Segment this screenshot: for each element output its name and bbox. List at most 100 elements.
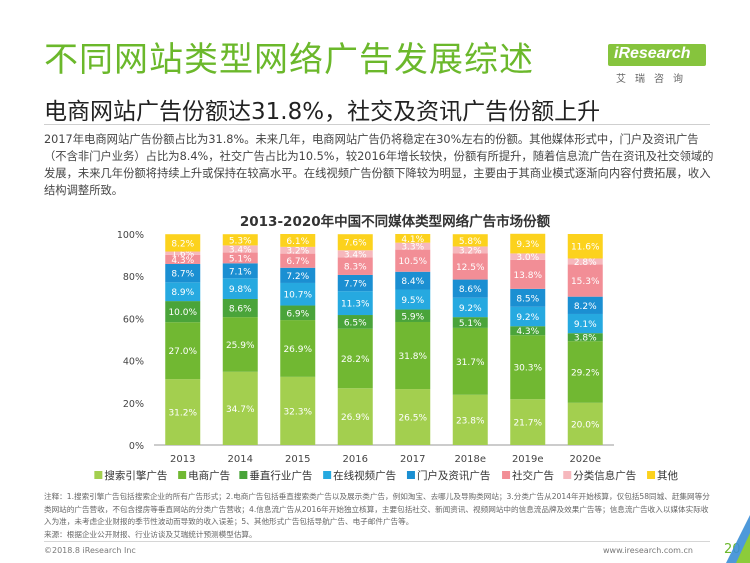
data-label: 28.2% (341, 355, 370, 365)
bar-segment (337, 328, 373, 389)
bar-segment (222, 252, 258, 264)
bar-segment (280, 320, 316, 377)
bar-segment (510, 233, 546, 254)
copyright-text: ©2018.8 iResearch Inc (44, 546, 136, 555)
notes-text: 注释：1.搜索引擎广告包括搜索企业的所有广告形式；2.电商广告包括垂直搜索类广告… (44, 492, 710, 526)
data-label: 26.9% (283, 345, 312, 355)
data-label: 11.6% (571, 243, 600, 253)
bar-segment (165, 379, 201, 445)
bar-segment (452, 394, 488, 445)
data-label: 4.3% (171, 256, 194, 266)
y-tick-label: 40% (123, 357, 144, 368)
data-label: 10.0% (168, 308, 197, 318)
bar-segment (337, 234, 373, 251)
data-label: 1.6% (171, 250, 194, 260)
bar-segment (222, 278, 258, 299)
bar-segment (452, 246, 488, 254)
data-label: 8.2% (574, 302, 597, 312)
data-label: 11.3% (341, 300, 370, 310)
data-label: 3.8% (574, 334, 597, 344)
bar-segment (567, 313, 603, 334)
legend-label: 其他 (657, 469, 678, 482)
bar-segment (395, 321, 431, 390)
data-label: 20.0% (571, 420, 600, 430)
intro-paragraph: 2017年电商网站广告份额占比为31.8%。未来几年，电商网站广告仍将稳定在30… (44, 133, 714, 197)
bar-segment (567, 402, 603, 445)
bar-segment (337, 250, 373, 258)
bar-segment (165, 234, 201, 252)
data-label: 8.9% (171, 288, 194, 298)
data-label: 10.5% (398, 257, 427, 267)
legend-swatch (239, 471, 248, 479)
legend-label: 社交广告 (512, 469, 554, 482)
bar-segment (510, 326, 546, 336)
bar-segment (452, 327, 488, 395)
data-label: 21.7% (513, 419, 542, 429)
source-text: 来源：根据企业公开财报、行业访谈及艾瑞统计预测模型估算。 (44, 529, 257, 539)
data-label: 4.3% (516, 327, 539, 337)
data-label: 4.1% (401, 235, 424, 245)
data-label: 23.8% (456, 416, 485, 426)
footer-divider (44, 541, 710, 542)
data-label: 31.7% (456, 358, 485, 368)
data-label: 10.7% (283, 291, 312, 301)
bar-segment (222, 371, 258, 445)
legend-swatch (563, 471, 572, 479)
data-label: 25.9% (226, 341, 255, 351)
legend-label: 搜索引擎广告 (104, 469, 167, 482)
data-label: 3.0% (516, 253, 539, 263)
bar-segment (280, 282, 316, 306)
data-label: 8.5% (516, 294, 539, 304)
data-label: 3.3% (401, 243, 424, 253)
legend-label: 垂直行业广告 (249, 469, 312, 482)
bar-segment (510, 399, 546, 445)
bar-segment (395, 249, 431, 272)
y-tick-label: 20% (123, 399, 144, 410)
bar-segment (337, 315, 373, 329)
data-label: 9.1% (574, 320, 597, 330)
legend-label: 在线视频广告 (333, 469, 396, 482)
bar-segment (280, 253, 316, 268)
legend-swatch (323, 471, 332, 479)
bar-segment (510, 335, 546, 400)
legend-swatch (647, 471, 656, 479)
bar-segment (567, 341, 603, 403)
data-label: 5.9% (401, 312, 424, 322)
logo-bar (608, 44, 706, 66)
data-label: 6.1% (286, 237, 309, 247)
x-tick-label: 2019e (512, 454, 544, 465)
footer-url: www.iresearch.com.cn (603, 546, 693, 555)
bar-segment (395, 289, 431, 310)
bar-segment (222, 245, 258, 253)
x-tick-label: 2017 (400, 454, 425, 465)
bar-segment (337, 291, 373, 316)
bar-segment (510, 306, 546, 327)
data-label: 5.1% (459, 319, 482, 329)
data-label: 9.8% (229, 285, 252, 295)
data-label: 8.6% (459, 285, 482, 295)
bar-segment (510, 253, 546, 260)
bar-segment (165, 254, 201, 264)
bar-segment (280, 246, 316, 254)
x-tick-label: 2015 (285, 454, 310, 465)
data-label: 26.9% (341, 413, 370, 423)
data-label: 3.4% (229, 245, 252, 255)
data-label: 5.8% (459, 237, 482, 247)
y-tick-label: 60% (123, 314, 144, 325)
data-label: 6.9% (286, 309, 309, 319)
data-label: 34.7% (226, 405, 255, 415)
bar-segment (452, 317, 488, 328)
x-tick-label: 2013 (170, 454, 195, 465)
header-divider (44, 124, 710, 125)
data-label: 8.2% (171, 239, 194, 249)
bar-segment (222, 263, 258, 279)
iresearch-logo: iResearch 艾瑞咨询 (608, 44, 718, 85)
data-label: 7.6% (344, 239, 367, 249)
bar-segment (165, 282, 201, 302)
data-label: 8.6% (229, 305, 252, 315)
logo-cn-text: 艾瑞咨询 (616, 74, 692, 85)
bar-segment (567, 258, 603, 265)
data-label: 15.3% (571, 277, 600, 287)
data-label: 7.1% (229, 267, 252, 277)
data-label: 7.2% (286, 272, 309, 282)
